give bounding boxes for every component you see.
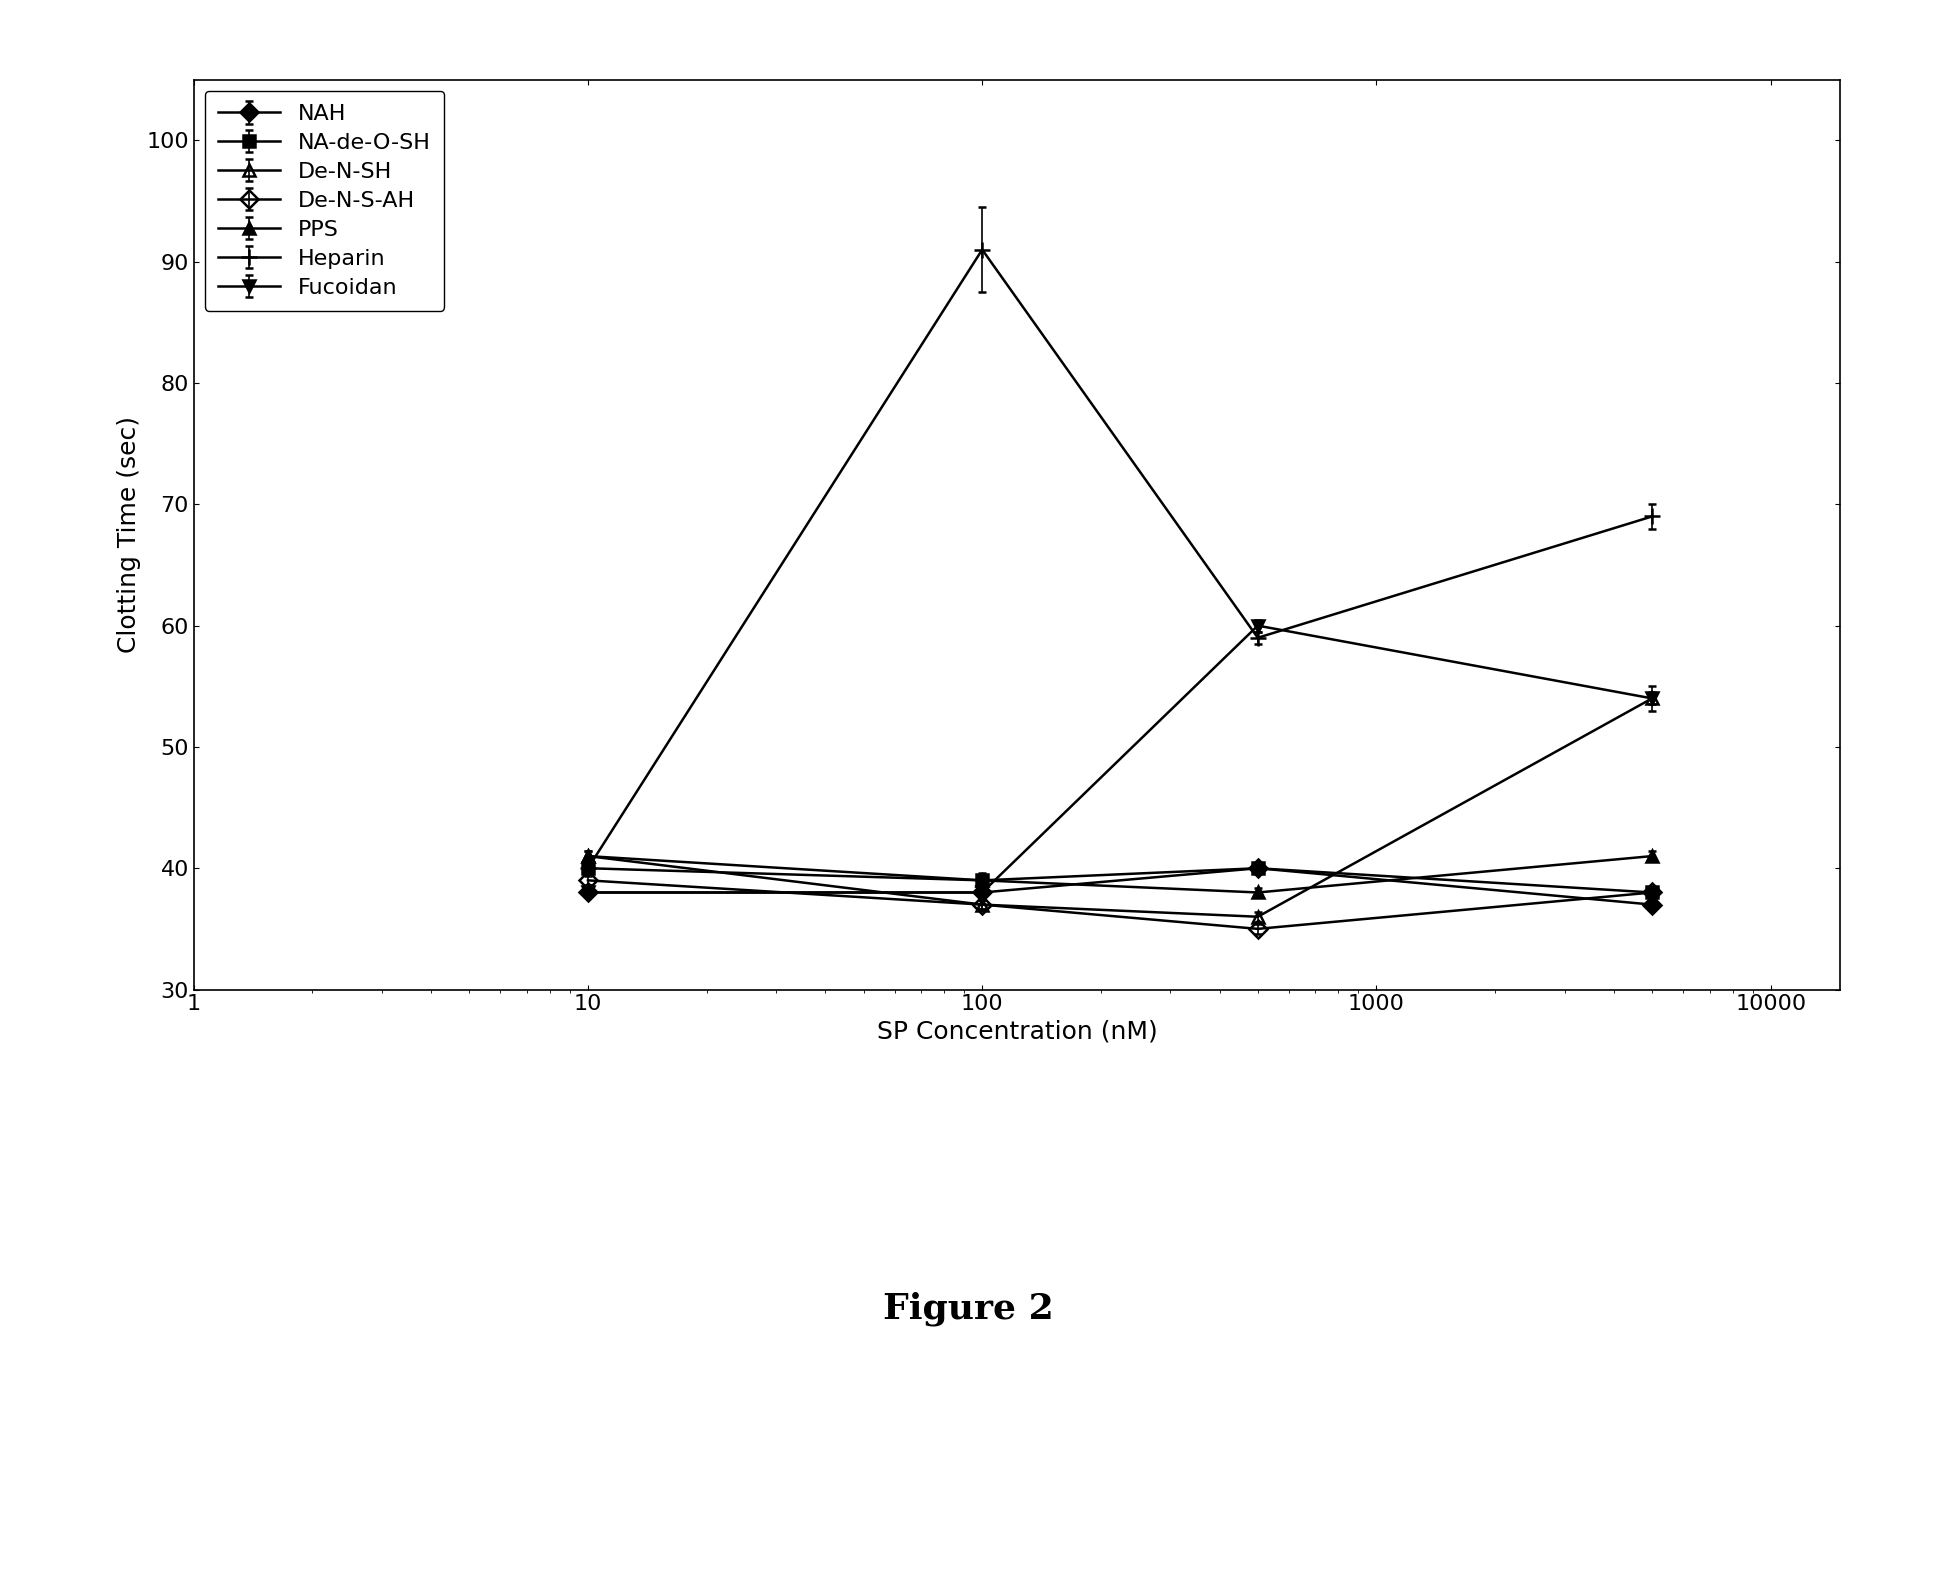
Text: Figure 2: Figure 2: [883, 1291, 1054, 1326]
Legend: NAH, NA-de-O-SH, De-N-SH, De-N-S-AH, PPS, Heparin, Fucoidan: NAH, NA-de-O-SH, De-N-SH, De-N-S-AH, PPS…: [205, 91, 444, 311]
X-axis label: SP Concentration (nM): SP Concentration (nM): [877, 1020, 1156, 1044]
Y-axis label: Clotting Time (sec): Clotting Time (sec): [116, 417, 141, 653]
